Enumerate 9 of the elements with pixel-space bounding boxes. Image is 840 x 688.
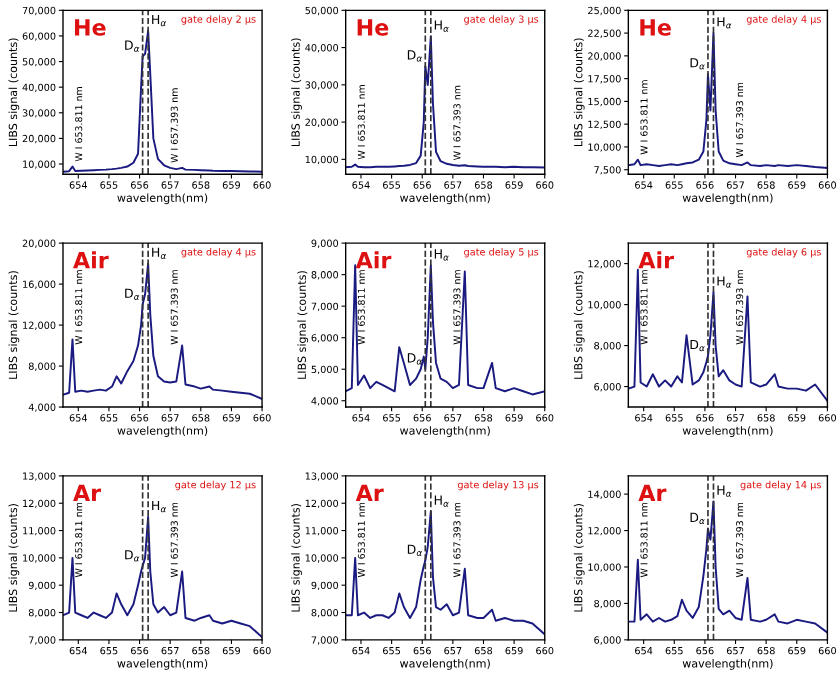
- chart-title: He: [640, 19, 671, 36]
- chart-title: Ar: [355, 484, 384, 501]
- chart-title: He: [74, 19, 106, 36]
- chart-title: Ar: [638, 484, 667, 501]
- chart-title: Air: [355, 251, 392, 269]
- chart-title: Ar: [73, 484, 102, 501]
- chart-title: Air: [638, 251, 674, 269]
- chart-title: Air: [73, 251, 109, 269]
- chart-title: He: [357, 19, 389, 36]
